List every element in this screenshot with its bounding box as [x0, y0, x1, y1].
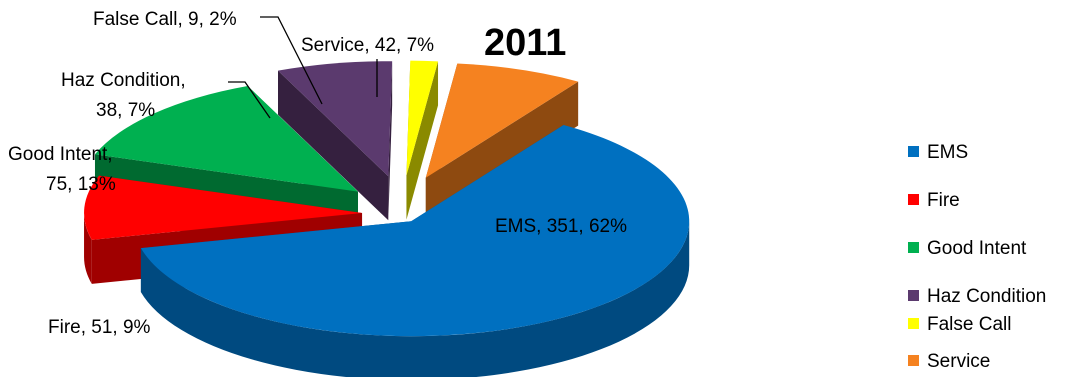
slice-side-fire [84, 212, 92, 284]
label-good-intent-line1: Good Intent, [8, 144, 113, 165]
chart-title: 2011 [484, 22, 566, 64]
slice-top-good-intent [94, 86, 358, 192]
label-false-call: False Call, 9, 2% [93, 9, 237, 30]
legend-swatch-good-intent [908, 242, 919, 253]
slice-top-fire [84, 175, 363, 240]
slice-haz-condition [277, 61, 393, 221]
label-ems: EMS, 351, 62% [495, 216, 627, 237]
slice-top-false-call [406, 60, 439, 176]
legend-label-haz-condition: Haz Condition [927, 286, 1046, 307]
legend-swatch-false-call [908, 318, 919, 329]
slice-top-haz-condition [277, 61, 393, 177]
leader-haz-condition [228, 81, 271, 119]
label-fire: Fire, 51, 9% [48, 317, 151, 338]
slice-wall-service-1 [425, 81, 579, 222]
slice-top-ems [140, 125, 690, 337]
slice-wall-haz-condition-0 [277, 70, 389, 221]
legend-label-ems: EMS [927, 142, 968, 163]
legend-swatch-fire [908, 194, 919, 205]
slice-side-ems [140, 221, 690, 377]
label-haz-condition-line1: Haz Condition, [61, 70, 186, 91]
label-haz-condition-line2: 38, 7% [96, 100, 155, 121]
legend-label-false-call: False Call [927, 314, 1011, 335]
slice-service [425, 63, 579, 222]
label-good-intent-line2: 75, 13% [46, 174, 116, 195]
legend-swatch-service [908, 355, 919, 366]
slice-top-service [425, 63, 579, 178]
legend: EMS Fire Good Intent Haz Condition False… [908, 142, 1046, 372]
legend-label-fire: Fire [927, 190, 960, 211]
legend-swatch-haz-condition [908, 290, 919, 301]
slice-wall-false-call-1 [406, 61, 439, 220]
slice-false-call [406, 60, 439, 220]
legend-label-good-intent: Good Intent [927, 238, 1027, 259]
slice-ems [140, 125, 690, 377]
legend-label-service: Service [927, 351, 990, 372]
pie-slices [84, 60, 690, 377]
leader-false-call [260, 16, 323, 105]
slice-wall-haz-condition-1 [388, 61, 393, 221]
label-service: Service, 42, 7% [301, 35, 434, 56]
legend-swatch-ems [908, 146, 919, 157]
